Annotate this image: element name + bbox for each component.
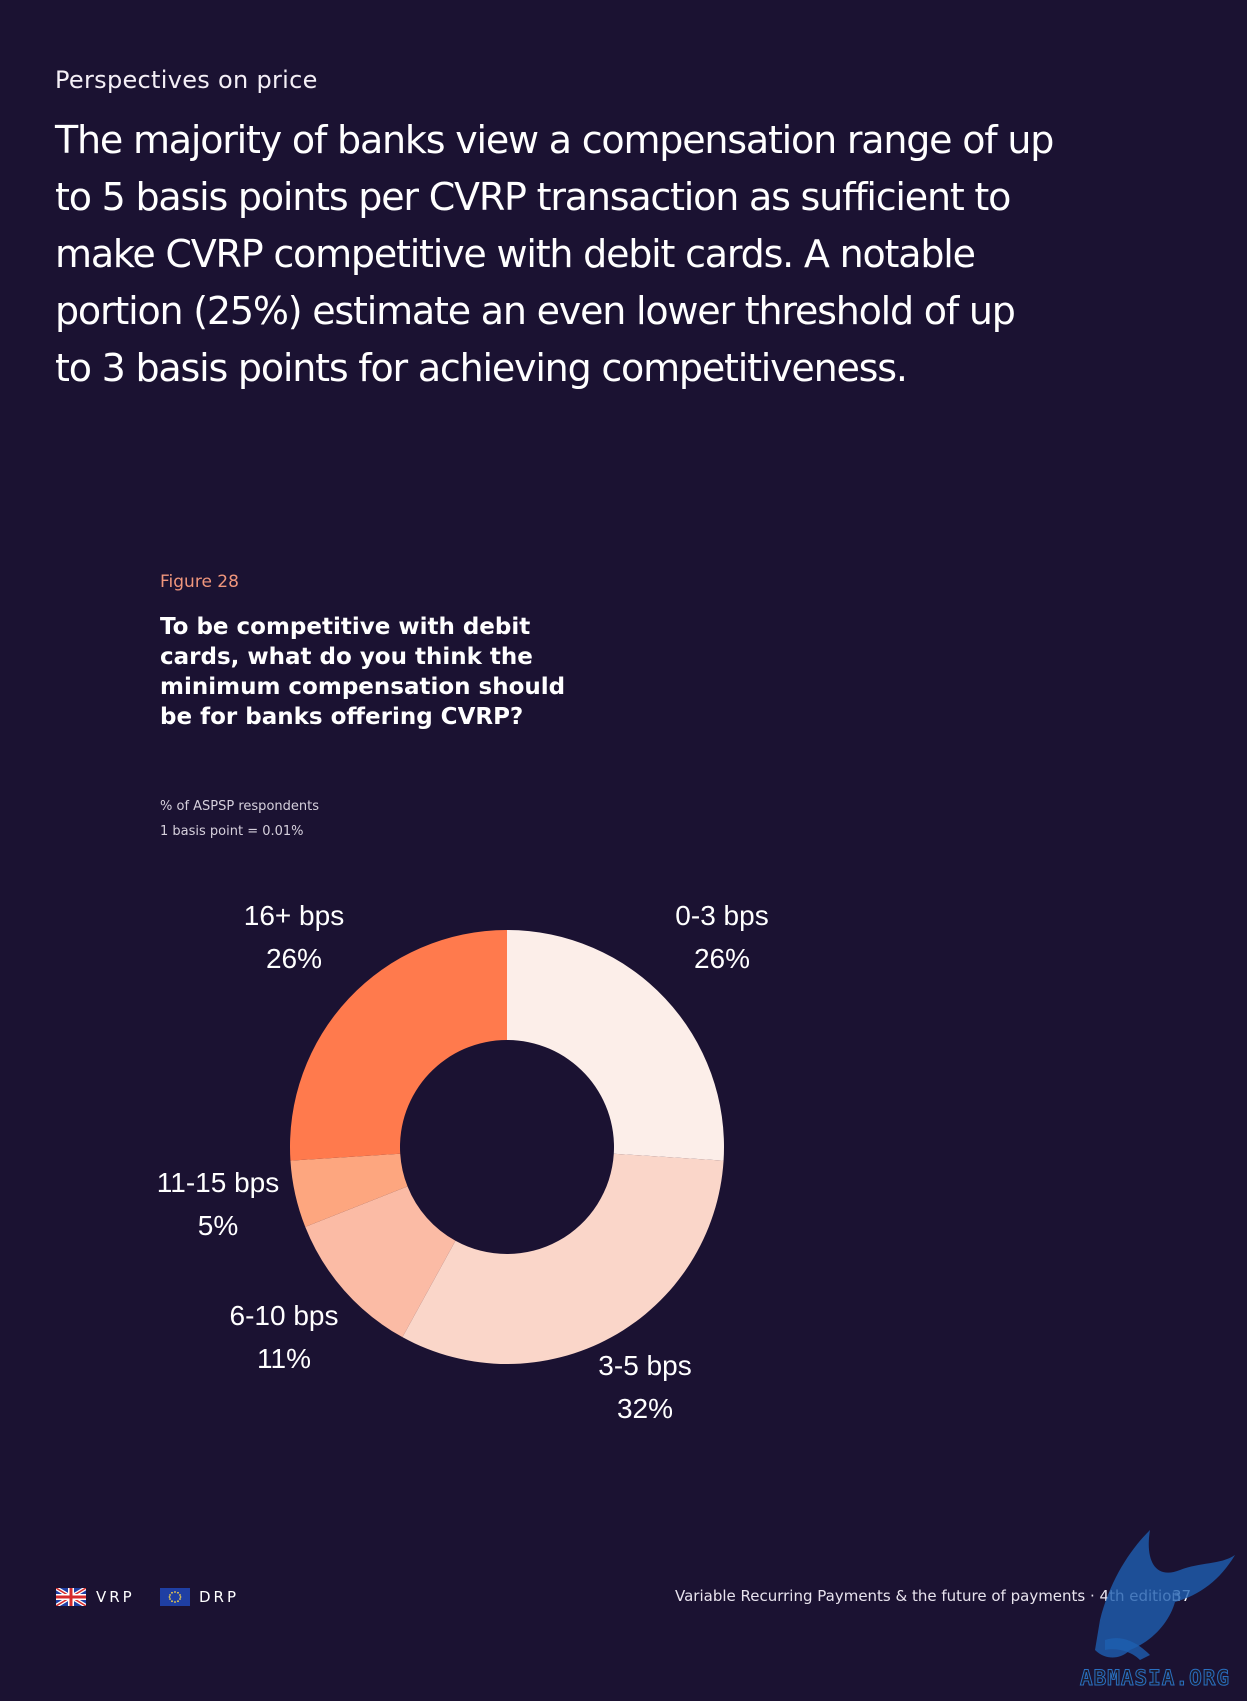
figure-note-unit: % of ASPSP respondents	[160, 799, 319, 814]
footer-title: Variable Recurring Payments & the future…	[675, 1587, 1181, 1605]
slice-value-label: 5%	[198, 1210, 238, 1241]
slice-category-label: 3-5 bps	[598, 1350, 691, 1381]
footer: VRP DRP Variable Recurring Payments & th…	[0, 1582, 1247, 1612]
figure-note-basis: 1 basis point = 0.01%	[160, 824, 304, 839]
figure-question: To be competitive with debit cards, what…	[160, 614, 566, 730]
slice-value-label: 26%	[694, 943, 750, 974]
slice-category-label: 16+ bps	[244, 900, 344, 931]
slice-value-label: 26%	[266, 943, 322, 974]
watermark-text: ABMASIA.ORG	[1080, 1666, 1230, 1690]
section-eyebrow: Perspectives on price	[55, 66, 318, 94]
donut-slice	[290, 1153, 408, 1227]
slice-category-label: 6-10 bps	[230, 1300, 339, 1331]
eu-flag-icon	[160, 1588, 190, 1606]
figure-label: Figure 28	[160, 572, 239, 592]
donut-slice	[507, 930, 724, 1161]
slice-category-label: 11-15 bps	[157, 1167, 279, 1198]
donut-slice	[402, 1153, 724, 1365]
page-headline: The majority of banks view a compensatio…	[55, 118, 1054, 390]
watermark-logo: ABMASIA.ORG	[1079, 1530, 1235, 1690]
slice-value-label: 32%	[617, 1393, 673, 1424]
slice-category-label: 0-3 bps	[675, 900, 768, 931]
vrp-label: VRP	[96, 1588, 135, 1606]
donut-slice	[289, 930, 507, 1161]
uk-flag-icon	[56, 1588, 86, 1606]
slice-value-label: 11%	[257, 1343, 311, 1374]
donut-slice	[305, 1186, 456, 1338]
drp-label: DRP	[199, 1588, 240, 1606]
